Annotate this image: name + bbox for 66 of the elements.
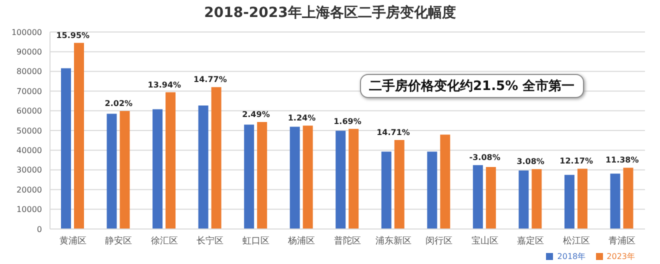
- y-tick-label: 90000: [16, 48, 42, 57]
- x-tick-label: 闵行区: [426, 235, 453, 246]
- y-tick-label: 40000: [16, 146, 42, 156]
- legend-label: 2018年: [557, 252, 586, 261]
- x-tick-label: 杨浦区: [287, 235, 316, 246]
- y-tick-label: 100000: [11, 28, 42, 37]
- bar: [257, 122, 268, 229]
- annotation: 3.08%: [516, 157, 544, 166]
- callout-box: 二手房价格变化约21.5% 全市第一: [360, 74, 584, 98]
- x-tick-label: 普陀区: [334, 235, 361, 246]
- annotation: 2.49%: [242, 110, 270, 120]
- y-tick-label: 10000: [16, 205, 42, 214]
- y-tick-label: 30000: [16, 166, 42, 175]
- x-tick-label: 松江区: [562, 235, 590, 246]
- bar: [440, 134, 450, 229]
- annotation: 11.38%: [605, 156, 639, 165]
- x-tick-label: 虹口区: [242, 235, 270, 246]
- bar: [532, 169, 542, 229]
- annotation: 1.24%: [288, 114, 316, 123]
- y-tick-label: 80000: [16, 67, 42, 76]
- bar: [623, 168, 634, 229]
- bar: [394, 140, 404, 229]
- x-tick-label: 嘉定区: [517, 235, 544, 246]
- y-tick-label: 50000: [16, 126, 42, 136]
- bar: [166, 92, 176, 229]
- bar: [472, 165, 483, 229]
- annotation: 1.69%: [334, 116, 362, 126]
- bar: [198, 105, 208, 229]
- bar: [610, 174, 620, 229]
- annotation: 13.94%: [148, 80, 182, 90]
- annotation: 14.77%: [194, 75, 227, 84]
- x-tick-label: 静安区: [105, 235, 132, 246]
- bar: [518, 170, 529, 229]
- x-tick-label: 黄浦区: [59, 235, 86, 246]
- bar: [302, 126, 313, 229]
- annotation: 2.02%: [104, 98, 133, 108]
- bar: [211, 87, 222, 229]
- x-tick-label: 青浦区: [608, 235, 636, 246]
- bar: [486, 166, 496, 229]
- y-tick-label: 0: [36, 224, 42, 234]
- bar: [427, 152, 438, 229]
- bar: [244, 124, 254, 229]
- chart-title: 2018-2023年上海各区二手房变化幅度: [203, 4, 457, 23]
- bar: [336, 130, 346, 229]
- bar: [61, 68, 71, 229]
- bar: [106, 114, 117, 229]
- y-tick-label: 60000: [16, 106, 42, 116]
- annotation: 12.17%: [560, 156, 594, 166]
- bar: [290, 126, 300, 229]
- bar: [120, 110, 130, 229]
- bar: [564, 174, 574, 229]
- bar: [74, 42, 84, 229]
- x-tick-label: 宝山区: [471, 235, 498, 246]
- x-tick-label: 长宁区: [196, 235, 224, 246]
- bar: [348, 128, 359, 229]
- y-tick-label: 20000: [16, 185, 42, 194]
- bar: [577, 168, 588, 229]
- x-tick-label: 浦东新区: [375, 235, 412, 246]
- legend-label: 2023年: [606, 252, 635, 261]
- y-tick-label: 70000: [16, 86, 42, 96]
- annotation: -3.08%: [469, 153, 500, 162]
- bar: [152, 109, 163, 229]
- x-tick-label: 徐汇区: [150, 235, 178, 246]
- annotation: 15.95%: [56, 30, 90, 40]
- annotation: 14.71%: [376, 128, 410, 137]
- bar: [381, 152, 392, 229]
